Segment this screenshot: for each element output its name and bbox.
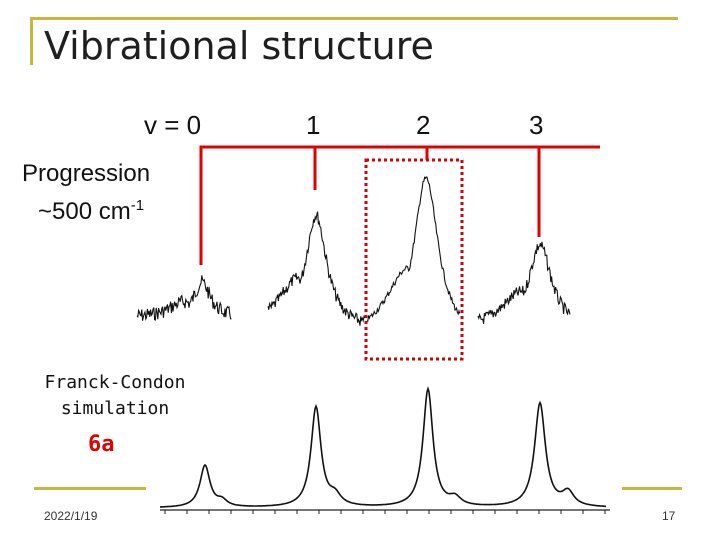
progression-comb: [199, 145, 600, 265]
simulation-label-line2: simulation: [60, 398, 170, 419]
experimental-band-v3: [477, 241, 571, 324]
progression-label: Progression: [22, 160, 151, 187]
comb-line-v0: [199, 145, 600, 265]
experimental-band-v0: [136, 275, 232, 322]
progression-value: ~500 cm: [38, 198, 131, 225]
progression-value-line: ~500 cm-1: [22, 190, 150, 228]
simulation-axis-ticks: [164, 510, 606, 514]
experimental-spectra: [136, 176, 571, 326]
experimental-band-v2: [366, 176, 461, 322]
page-number: 17: [662, 509, 676, 523]
simulation-label-line1: Franck-Condon: [44, 372, 186, 393]
progression-exponent: -1: [130, 197, 145, 214]
highlight-box-band-2: [364, 158, 464, 361]
bottom-border-line-left: [34, 487, 146, 490]
simulated-spectrum: [160, 385, 606, 508]
level-label-v3: 3: [529, 110, 544, 140]
top-border-line: [30, 17, 678, 20]
level-label-v0: v = 0: [144, 110, 202, 140]
left-border-line: [30, 17, 33, 65]
date-footer: 2022/1/19: [44, 509, 98, 523]
slide-title: Vibrational structure: [44, 24, 434, 68]
level-label-v2: 2: [416, 110, 431, 140]
experimental-band-v1: [267, 211, 366, 326]
bottom-border-line-right: [622, 487, 682, 490]
mode-label: 6a: [88, 432, 115, 457]
progression-annotation: Progression ~500 cm-1: [22, 158, 150, 228]
level-label-v1: 1: [306, 110, 321, 140]
simulation-label: Franck-Condon simulation: [20, 370, 210, 422]
